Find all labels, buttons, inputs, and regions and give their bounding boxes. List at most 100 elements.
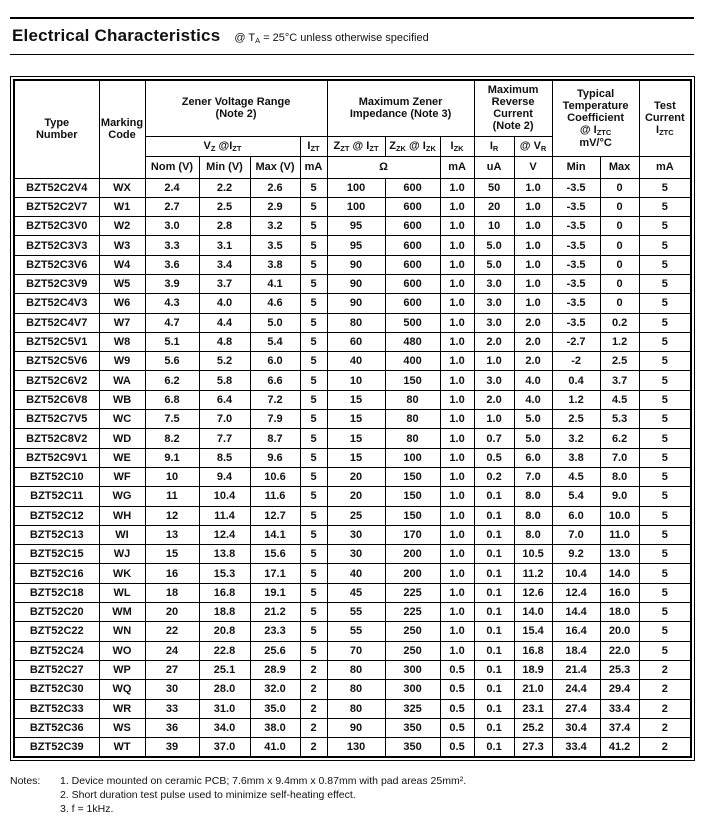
value-cell: 5 <box>638 293 692 314</box>
value-cell: 18 <box>144 582 200 604</box>
value-cell: 225 <box>384 582 441 604</box>
value-cell: 70 <box>326 640 386 661</box>
type-number-cell: BZT52C13 <box>13 524 100 546</box>
value-cell: 17.1 <box>249 563 301 584</box>
value-cell: 1.0 <box>439 602 475 623</box>
value-cell: 20 <box>473 196 515 218</box>
value-cell: WE <box>98 447 146 468</box>
table-row: BZT52C27 WP 27 25.1 28.9 2 80 300 0.5 0.1 18.9 21.4… <box>13 659 692 681</box>
value-cell: 90 <box>326 254 386 275</box>
title-divider <box>10 54 694 55</box>
type-number-cell: BZT52C3V9 <box>13 273 100 295</box>
value-cell: 9.0 <box>599 486 640 507</box>
value-cell: 3.3 <box>144 235 200 256</box>
value-cell: 325 <box>384 698 441 719</box>
value-cell: 0 <box>599 254 640 275</box>
electrical-characteristics-table: Type Number Marking Code Zener Voltage Ran… <box>13 79 693 758</box>
value-cell: 0.5 <box>473 447 515 468</box>
value-cell: W9 <box>98 351 146 372</box>
value-cell: 300 <box>384 659 441 681</box>
value-cell: W8 <box>98 331 146 353</box>
value-cell: 5 <box>638 505 692 526</box>
value-cell: 24 <box>144 640 200 661</box>
type-number-cell: BZT52C27 <box>13 659 100 681</box>
value-cell: 5 <box>638 602 692 623</box>
table-row: BZT52C3V0 W2 3.0 2.8 3.2 5 95 600 1.0 10 1.0 -3.5 0 5 <box>13 216 692 237</box>
table-row: BZT52C6V8 WB 6.8 6.4 7.2 5 15 80 1.0 2.0 4.0 1.2 4.5… <box>13 389 692 411</box>
value-cell: 150 <box>384 370 441 391</box>
notes-section: Notes: 1. Device mounted on ceramic PCB;… <box>10 774 694 816</box>
value-cell: 2 <box>299 659 328 681</box>
table-row: BZT52C9V1 WE 9.1 8.5 9.6 5 15 100 1.0 0.5 6.0 3.8 7.… <box>13 447 692 468</box>
col-header-test-current: Test Current IZTC <box>638 79 692 157</box>
col-header-zzt-at-izt: ZZT @ IZT <box>326 135 386 157</box>
value-cell: 5 <box>638 196 692 218</box>
value-cell: 1.0 <box>439 486 475 507</box>
table-row: BZT52C2V7 W1 2.7 2.5 2.9 5 100 600 1.0 20 1.0 -3.5 0… <box>13 196 692 218</box>
value-cell: 1.0 <box>439 196 475 218</box>
type-number-cell: BZT52C7V5 <box>13 409 100 430</box>
value-cell: 10.6 <box>249 466 301 488</box>
type-number-cell: BZT52C4V7 <box>13 312 100 333</box>
value-cell: 0.1 <box>473 602 515 623</box>
value-cell: 600 <box>384 254 441 275</box>
col-header-izt: IZT <box>299 135 328 157</box>
value-cell: 600 <box>384 196 441 218</box>
value-cell: 1.0 <box>513 235 553 256</box>
value-cell: 5 <box>299 640 328 661</box>
type-number-cell: BZT52C11 <box>13 486 100 507</box>
unit-header-izk-ma: mA <box>439 155 475 179</box>
value-cell: 5.8 <box>198 370 251 391</box>
value-cell: -2.7 <box>551 331 601 353</box>
value-cell: 100 <box>326 177 386 198</box>
value-cell: 4.3 <box>144 293 200 314</box>
value-cell: -3.5 <box>551 273 601 295</box>
value-cell: W7 <box>98 312 146 333</box>
value-cell: 0.1 <box>473 717 515 739</box>
type-number-cell: BZT52C5V1 <box>13 331 100 353</box>
value-cell: 8.0 <box>513 505 553 526</box>
value-cell: 5.4 <box>249 331 301 353</box>
value-cell: 7.5 <box>144 409 200 430</box>
value-cell: 90 <box>326 717 386 739</box>
value-cell: WJ <box>98 544 146 565</box>
value-cell: 5 <box>638 216 692 237</box>
table-row: BZT52C5V6 W9 5.6 5.2 6.0 5 40 400 1.0 1.0 2.0 -2 2.5… <box>13 351 692 372</box>
value-cell: 80 <box>384 389 441 411</box>
value-cell: 0 <box>599 216 640 237</box>
value-cell: 1.0 <box>439 351 475 372</box>
value-cell: W1 <box>98 196 146 218</box>
table-row: BZT52C30 WQ 30 28.0 32.0 2 80 300 0.5 0.1 21.0 24.4… <box>13 679 692 700</box>
value-cell: 30 <box>326 524 386 546</box>
type-number-cell: BZT52C36 <box>13 717 100 739</box>
value-cell: 7.9 <box>249 409 301 430</box>
table-row: BZT52C10 WF 10 9.4 10.6 5 20 150 1.0 0.2 7.0 4.5 8.0… <box>13 466 692 488</box>
value-cell: 5 <box>299 293 328 314</box>
value-cell: -3.5 <box>551 177 601 198</box>
value-cell: WO <box>98 640 146 661</box>
value-cell: 600 <box>384 273 441 295</box>
value-cell: 29.4 <box>599 679 640 700</box>
value-cell: 8.0 <box>513 524 553 546</box>
value-cell: 27.4 <box>551 698 601 719</box>
value-cell: 2.7 <box>144 196 200 218</box>
type-number-cell: BZT52C39 <box>13 737 100 758</box>
col-header-max-reverse-current: Maximum Reverse Current (Note 2) <box>473 79 553 137</box>
table-row: BZT52C4V7 W7 4.7 4.4 5.0 5 80 500 1.0 3.0 2.0 -3.5 0… <box>13 312 692 333</box>
table-row: BZT52C2V4 WX 2.4 2.2 2.6 5 100 600 1.0 50 1.0 -3.5 0… <box>13 177 692 198</box>
value-cell: 1.0 <box>473 409 515 430</box>
value-cell: 7.0 <box>551 524 601 546</box>
value-cell: 1.0 <box>513 196 553 218</box>
value-cell: 8.2 <box>144 428 200 449</box>
value-cell: 10.4 <box>551 563 601 584</box>
value-cell: 12.6 <box>513 582 553 604</box>
value-cell: 2.0 <box>513 351 553 372</box>
value-cell: 80 <box>326 698 386 719</box>
value-cell: -3.5 <box>551 293 601 314</box>
value-cell: WG <box>98 486 146 507</box>
value-cell: 20.8 <box>198 621 251 642</box>
value-cell: 1.0 <box>439 505 475 526</box>
value-cell: 20 <box>144 602 200 623</box>
value-cell: 41.0 <box>249 737 301 758</box>
value-cell: 95 <box>326 235 386 256</box>
